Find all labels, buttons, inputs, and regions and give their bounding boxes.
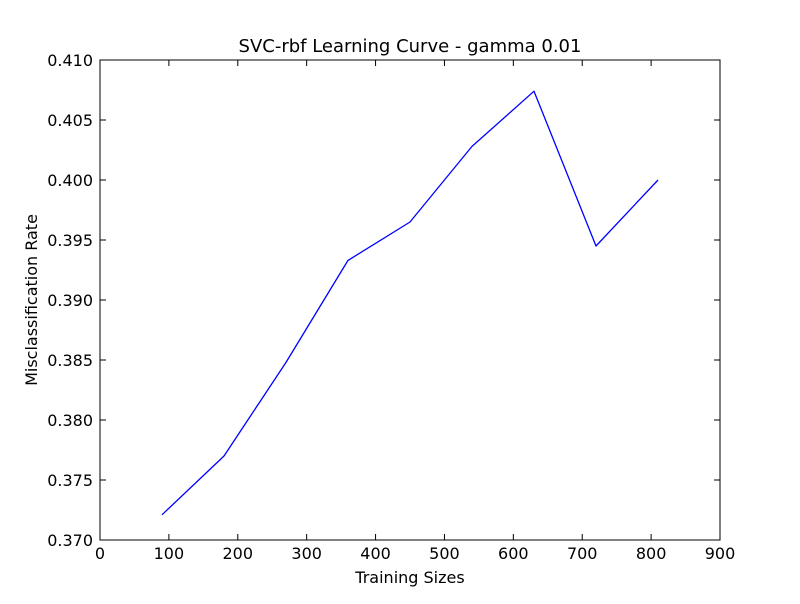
x-tick-label: 500: [429, 544, 460, 563]
plot-frame: [99, 59, 721, 541]
y-tick-label: 0.405: [47, 111, 93, 130]
x-tick-label: 0: [95, 544, 105, 563]
y-tick-label: 0.380: [47, 411, 93, 430]
x-tick-label: 800: [636, 544, 667, 563]
y-tick-label: 0.385: [47, 351, 93, 370]
plot-area: 0 100 200 300 400 500 600 700 800 900 0.370 0.375 0.…: [47, 51, 735, 563]
y-tick-label: 0.395: [47, 231, 93, 250]
x-tick-label: 300: [291, 544, 322, 563]
y-tick-label: 0.375: [47, 471, 93, 490]
y-tick-label: 0.400: [47, 171, 93, 190]
y-axis-label: Misclassification Rate: [22, 214, 41, 386]
x-tick-label: 100: [154, 544, 185, 563]
y-tick-label: 0.370: [47, 531, 93, 550]
y-tick-label: 0.390: [47, 291, 93, 310]
y-tick-label: 0.410: [47, 51, 93, 70]
series-line-0: [161, 90, 659, 516]
x-tick-label: 700: [567, 544, 598, 563]
x-tick-label: 600: [498, 544, 529, 563]
x-tick-label: 400: [360, 544, 391, 563]
chart-title: SVC-rbf Learning Curve - gamma 0.01: [239, 36, 582, 57]
x-tick-label: 900: [705, 544, 736, 563]
x-tick-label: 200: [223, 544, 254, 563]
x-axis-label: Training Sizes: [354, 568, 464, 587]
